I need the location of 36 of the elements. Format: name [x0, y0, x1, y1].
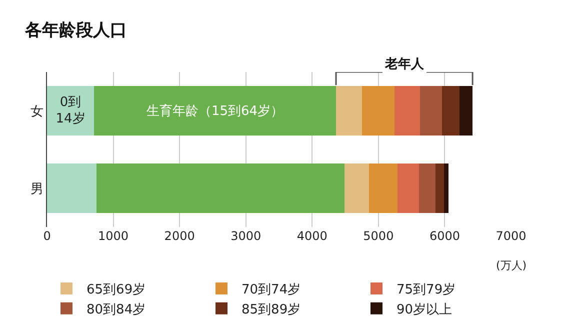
chart-title: 各年龄段人口: [24, 20, 128, 40]
y-tick-label: 女: [30, 104, 44, 120]
x-tick-label: 0: [43, 229, 51, 243]
series-label: 0到 14岁: [56, 94, 86, 127]
annotation: 老年人: [384, 57, 425, 72]
bar: [362, 86, 394, 136]
bar: [435, 163, 444, 214]
x-tick-label: 3000: [230, 229, 262, 243]
bar: [96, 163, 345, 214]
bar: [418, 163, 436, 214]
bar: [336, 86, 362, 136]
bar: [444, 163, 449, 214]
x-tick-label: 4000: [296, 229, 328, 243]
legend-label: 90岁以上: [396, 302, 452, 318]
y-tick-label: 男: [30, 182, 44, 197]
bar: [94, 86, 336, 136]
legend-label: 80到84岁: [86, 302, 146, 318]
x-tick-label: 5000: [363, 229, 394, 243]
bar: [47, 163, 97, 214]
bar: [459, 86, 473, 136]
bar: [344, 163, 370, 214]
bar: [369, 163, 398, 214]
bar: [398, 163, 419, 214]
bar: [420, 86, 442, 136]
x-tick-label: 7000: [496, 229, 526, 243]
x-tick-label: 6000: [429, 229, 460, 243]
bar: [442, 86, 460, 136]
bar: [394, 86, 420, 136]
x-tick-label: 1000: [98, 229, 129, 243]
legend-label: 65到69岁: [86, 282, 146, 298]
x-axis-title: (万人): [496, 259, 527, 272]
legend-label: 75到79岁: [396, 282, 456, 298]
series-label: 生育年龄（15到64岁）: [146, 102, 284, 119]
legend-label: 70到74岁: [242, 282, 301, 298]
legend-label: 85到89岁: [242, 302, 301, 318]
x-tick-label: 2000: [164, 229, 195, 243]
